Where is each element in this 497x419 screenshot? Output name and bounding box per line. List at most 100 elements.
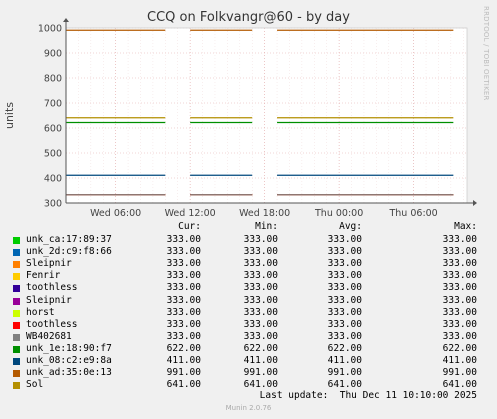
legend-cur-value: 333.00 bbox=[166, 246, 201, 258]
y-tick-label: 900 bbox=[44, 49, 62, 60]
legend-avg-value: 333.00 bbox=[327, 258, 362, 270]
legend-swatch bbox=[13, 370, 20, 378]
legend-min-value: 333.00 bbox=[243, 282, 278, 294]
legend-series-name: unk_ca:17:89:37 bbox=[26, 234, 112, 245]
y-tick-label: 700 bbox=[44, 99, 62, 110]
legend-avg-value: 333.00 bbox=[327, 318, 362, 330]
legend-min-value: 641.00 bbox=[243, 379, 278, 391]
legend-series-name: toothless bbox=[26, 318, 78, 330]
legend-cur-value: 333.00 bbox=[166, 234, 201, 245]
y-tick-label: 800 bbox=[44, 74, 62, 85]
legend-series-name: Sleipnir bbox=[26, 294, 72, 306]
y-tick-label: 500 bbox=[44, 149, 62, 160]
legend-swatch bbox=[13, 273, 20, 281]
legend-avg-value: 333.00 bbox=[327, 234, 362, 245]
legend-min-value: 333.00 bbox=[243, 330, 278, 342]
chart-svg: 300 400 500 600 700 800 900 1000 Wed 06:00 Wed 12… bbox=[3, 18, 477, 219]
x-tick-label: Wed 06:00 bbox=[90, 208, 141, 219]
y-tick-label: 600 bbox=[44, 124, 62, 135]
legend-avg-value: 641.00 bbox=[327, 379, 362, 391]
legend-header-avg: Avg: bbox=[339, 221, 362, 232]
legend-min-value: 333.00 bbox=[243, 318, 278, 330]
legend-avg-value: 411.00 bbox=[327, 355, 362, 366]
legend-series-name: horst bbox=[26, 306, 55, 318]
legend-series-name: WB402681 bbox=[26, 330, 72, 342]
legend-swatch bbox=[13, 261, 20, 269]
legend-min-value: 622.00 bbox=[243, 342, 278, 354]
y-axis-label: units bbox=[3, 102, 16, 129]
legend-swatch bbox=[13, 285, 20, 293]
legend-cur-value: 333.00 bbox=[166, 294, 201, 306]
legend-cur-value: 333.00 bbox=[166, 282, 201, 294]
legend-max-value: 622.00 bbox=[442, 342, 477, 354]
legend-swatch bbox=[13, 382, 20, 390]
legend-header-min: Min: bbox=[255, 221, 278, 232]
munin-version: Munin 2.0.76 bbox=[225, 404, 272, 412]
legend-avg-value: 333.00 bbox=[327, 306, 362, 318]
y-axis-arrow bbox=[63, 18, 69, 22]
legend-max-value: 641.00 bbox=[442, 379, 477, 391]
legend-series-name: unk_08:c2:e9:8a bbox=[26, 355, 112, 366]
legend-avg-value: 333.00 bbox=[327, 246, 362, 258]
legend-swatch bbox=[13, 358, 20, 365]
y-tick-label: 300 bbox=[44, 199, 62, 210]
legend-min-value: 333.00 bbox=[243, 294, 278, 306]
x-tick-label: Thu 00:00 bbox=[314, 208, 363, 219]
legend-max-value: 333.00 bbox=[442, 306, 477, 318]
legend-cur-value: 991.00 bbox=[166, 367, 201, 379]
plot-area bbox=[66, 28, 467, 203]
legend-swatch bbox=[13, 345, 20, 353]
legend-swatch bbox=[13, 309, 20, 317]
legend-min-value: 991.00 bbox=[243, 367, 278, 379]
legend-avg-value: 991.00 bbox=[327, 367, 362, 379]
legend-cur-value: 333.00 bbox=[166, 258, 201, 270]
legend-series-name: unk_2d:c9:f8:66 bbox=[26, 246, 112, 258]
legend-max-value: 333.00 bbox=[442, 258, 477, 270]
legend-max-value: 333.00 bbox=[442, 246, 477, 258]
legend-cur-value: 622.00 bbox=[166, 342, 201, 354]
legend-swatch bbox=[13, 249, 20, 257]
legend-cur-value: 641.00 bbox=[166, 379, 201, 391]
legend-min-value: 333.00 bbox=[243, 270, 278, 282]
legend-avg-value: 622.00 bbox=[327, 342, 362, 354]
legend-cur-value: 411.00 bbox=[166, 355, 201, 366]
legend-avg-value: 333.00 bbox=[327, 282, 362, 294]
legend-series-name: unk_1e:18:90:f7 bbox=[26, 342, 112, 354]
legend-max-value: 333.00 bbox=[442, 330, 477, 342]
legend-series-name: Sleipnir bbox=[26, 258, 72, 270]
chart-title: CCQ on Folkvangr@60 - by day bbox=[147, 10, 350, 25]
legend-max-value: 411.00 bbox=[442, 355, 477, 366]
rrdtool-credit: RRDTOOL / TOBI OETIKER bbox=[482, 6, 490, 101]
legend-avg-value: 333.00 bbox=[327, 270, 362, 282]
legend-min-value: 333.00 bbox=[243, 234, 278, 245]
legend-swatch bbox=[13, 297, 20, 305]
legend-max-value: 333.00 bbox=[442, 234, 477, 245]
legend-series-name: Sol bbox=[26, 379, 44, 391]
legend-series-name: toothless bbox=[26, 282, 78, 294]
y-tick-label: 400 bbox=[44, 174, 62, 185]
x-tick-label: Thu 06:00 bbox=[388, 208, 437, 219]
legend-cur-value: 333.00 bbox=[166, 270, 201, 282]
legend-cur-value: 333.00 bbox=[166, 306, 201, 318]
legend-avg-value: 333.00 bbox=[327, 294, 362, 306]
legend-min-value: 333.00 bbox=[243, 246, 278, 258]
y-tick-label: 1000 bbox=[38, 24, 62, 35]
legend-cur-value: 333.00 bbox=[166, 330, 201, 342]
x-axis-arrow bbox=[473, 200, 477, 206]
legend-series-name: Fenrir bbox=[26, 270, 61, 282]
legend-max-value: 991.00 bbox=[442, 367, 477, 379]
legend-swatch bbox=[13, 333, 20, 341]
legend-swatch bbox=[13, 321, 20, 329]
legend-cur-value: 333.00 bbox=[166, 318, 201, 330]
legend-max-value: 333.00 bbox=[442, 270, 477, 282]
last-update: Last update: Thu Dec 11 10:10:00 2025 bbox=[259, 390, 477, 402]
legend-header-cur: Cur: bbox=[178, 221, 201, 232]
legend-max-value: 333.00 bbox=[442, 282, 477, 294]
legend-header-max: Max: bbox=[454, 221, 477, 232]
legend-swatch bbox=[13, 237, 20, 244]
legend-min-value: 333.00 bbox=[243, 306, 278, 318]
legend-min-value: 411.00 bbox=[243, 355, 278, 366]
legend-min-value: 333.00 bbox=[243, 258, 278, 270]
